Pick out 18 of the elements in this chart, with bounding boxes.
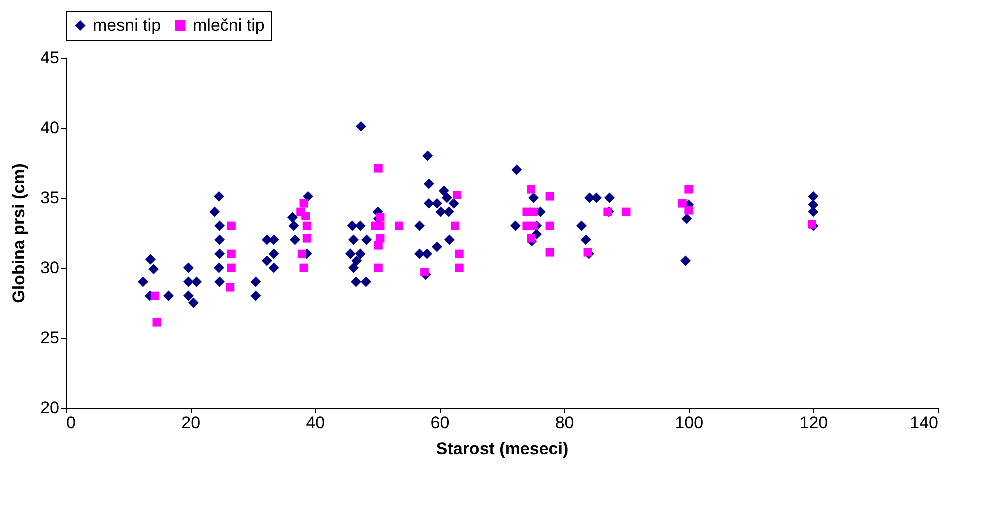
x-tick-label: 140 [910, 414, 938, 432]
x-tick-label: 20 [182, 414, 201, 432]
x-tick-label: 80 [555, 414, 574, 432]
y-tick-label: 25 [40, 328, 60, 348]
y-axis-title: Globina prsi (cm) [10, 164, 29, 304]
x-tick-label: 100 [675, 414, 704, 432]
x-axis-title: Starost (meseci) [436, 440, 569, 458]
legend-label: mlečni tip [193, 16, 265, 35]
y-tick-label: 45 [40, 48, 60, 68]
y-tick-label: 30 [40, 258, 60, 278]
y-tick-label: 20 [40, 398, 60, 418]
x-tick-label: 0 [66, 414, 76, 432]
x-tick-label: 120 [800, 414, 828, 432]
y-tick-label: 40 [40, 118, 60, 138]
y-tick-label: 35 [40, 188, 60, 208]
legend-label: mesni tip [93, 16, 162, 35]
x-tick-label: 60 [430, 414, 450, 432]
x-tick-label: 40 [306, 414, 326, 432]
